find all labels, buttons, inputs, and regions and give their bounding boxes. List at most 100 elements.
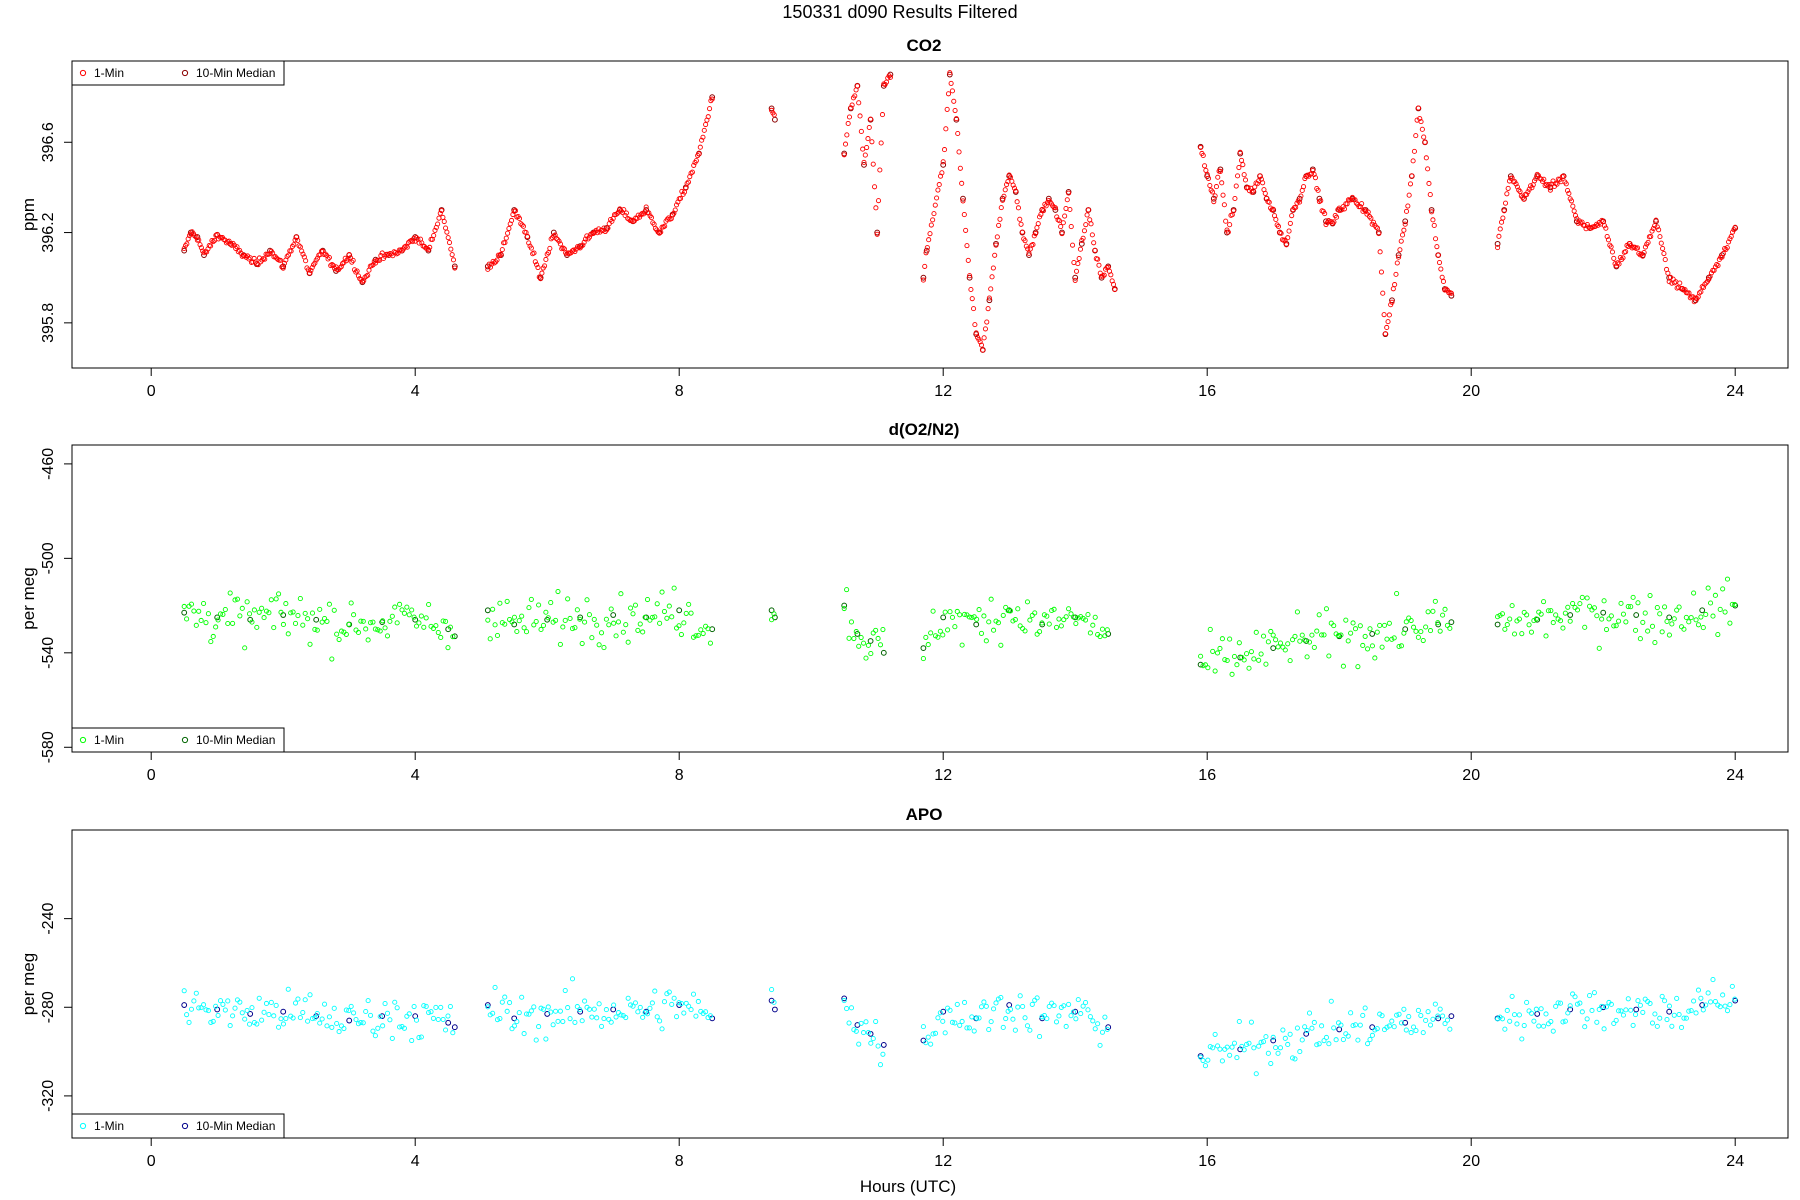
one-min-point [1245, 185, 1251, 191]
one-min-point [1333, 1037, 1339, 1043]
one-min-point [246, 1021, 253, 1027]
one-min-point [594, 1015, 600, 1021]
one-min-point [1096, 262, 1102, 268]
one-min-point [1277, 640, 1284, 646]
one-min-point [945, 91, 952, 97]
one-min-point [360, 1020, 366, 1026]
one-min-point [846, 1020, 852, 1026]
one-min-point [1431, 222, 1437, 229]
one-min-point [363, 1008, 369, 1015]
legend-marker-one-min [79, 69, 87, 77]
one-min-point [1554, 181, 1560, 187]
one-min-point [222, 607, 228, 613]
one-min-point [1318, 198, 1324, 204]
one-min-point [1396, 254, 1402, 260]
one-min-point [1628, 604, 1634, 610]
one-min-point [1444, 1017, 1450, 1023]
one-min-point [1502, 626, 1508, 632]
one-min-point [553, 1008, 559, 1014]
one-min-point [1339, 207, 1345, 213]
one-min-point [877, 642, 884, 648]
one-min-point [1444, 622, 1450, 628]
panel-title: d(O2/N2) [889, 420, 960, 439]
median-point [1435, 1015, 1442, 1022]
one-min-point [319, 1016, 325, 1022]
series-segment [920, 596, 1112, 662]
one-min-point [528, 1008, 534, 1014]
one-min-point [1729, 983, 1735, 989]
one-min-point [1620, 611, 1626, 617]
one-min-point [1504, 622, 1510, 628]
median-point [676, 607, 683, 614]
one-min-point [1010, 1016, 1016, 1022]
one-min-point [928, 630, 934, 636]
x-tick-label: 24 [1726, 383, 1744, 400]
one-min-point [215, 1012, 221, 1018]
one-min-point [1219, 636, 1225, 642]
one-min-point [261, 1009, 267, 1015]
one-min-point [1294, 1025, 1300, 1031]
one-min-point [1603, 225, 1609, 231]
one-min-point [1092, 1026, 1098, 1032]
one-min-point [1430, 217, 1436, 223]
one-min-point [302, 610, 308, 616]
one-min-point [1087, 630, 1093, 636]
one-min-point [927, 231, 933, 237]
one-min-point [1097, 1042, 1103, 1048]
one-min-point [1625, 996, 1631, 1002]
one-min-point [1560, 1019, 1566, 1025]
one-min-point [671, 585, 677, 591]
one-min-point [1589, 1007, 1595, 1014]
one-min-point [621, 207, 627, 213]
x-tick-label: 8 [675, 767, 684, 784]
one-min-point [511, 614, 517, 620]
one-min-point [632, 602, 638, 608]
one-min-point [516, 1010, 522, 1016]
one-min-point [574, 607, 580, 613]
median-point [1633, 612, 1640, 618]
one-min-point [863, 1019, 869, 1025]
one-min-point [844, 1006, 850, 1012]
one-min-point [969, 1014, 975, 1020]
one-min-point [296, 243, 302, 249]
one-min-point [1671, 280, 1678, 286]
one-min-point [932, 1030, 939, 1036]
one-min-point [676, 623, 682, 629]
one-min-point [560, 1019, 566, 1025]
median-point [1428, 207, 1435, 213]
one-min-point [1011, 185, 1018, 191]
one-min-point [953, 116, 959, 122]
one-min-point [188, 601, 195, 607]
one-min-point [403, 243, 409, 249]
one-min-point [623, 210, 629, 216]
one-min-point [1388, 302, 1394, 308]
one-min-point [686, 601, 692, 607]
one-min-point [1355, 1037, 1361, 1043]
one-min-point [1708, 270, 1714, 276]
one-min-point [1049, 1000, 1055, 1006]
one-min-point [852, 93, 858, 99]
one-min-point [771, 112, 777, 118]
one-min-point [1022, 1015, 1028, 1021]
median-point [772, 1006, 778, 1013]
one-min-point [409, 607, 415, 613]
one-min-point [769, 107, 775, 113]
one-min-point [205, 1008, 211, 1014]
one-min-point [1618, 600, 1624, 606]
one-min-point [399, 607, 405, 613]
one-min-point [654, 601, 660, 607]
one-min-point [308, 268, 314, 274]
median-point [610, 612, 617, 618]
one-min-point [865, 136, 871, 142]
median-point [1448, 292, 1455, 299]
one-min-point [1102, 633, 1108, 639]
one-min-point [1516, 616, 1522, 622]
one-min-point [295, 996, 301, 1002]
one-min-point [1601, 598, 1607, 604]
one-min-point [644, 596, 651, 603]
one-min-point [1286, 228, 1292, 234]
one-min-point [331, 1005, 337, 1011]
one-min-point [353, 269, 359, 275]
one-min-point [550, 1022, 556, 1028]
one-min-point [1340, 663, 1346, 669]
